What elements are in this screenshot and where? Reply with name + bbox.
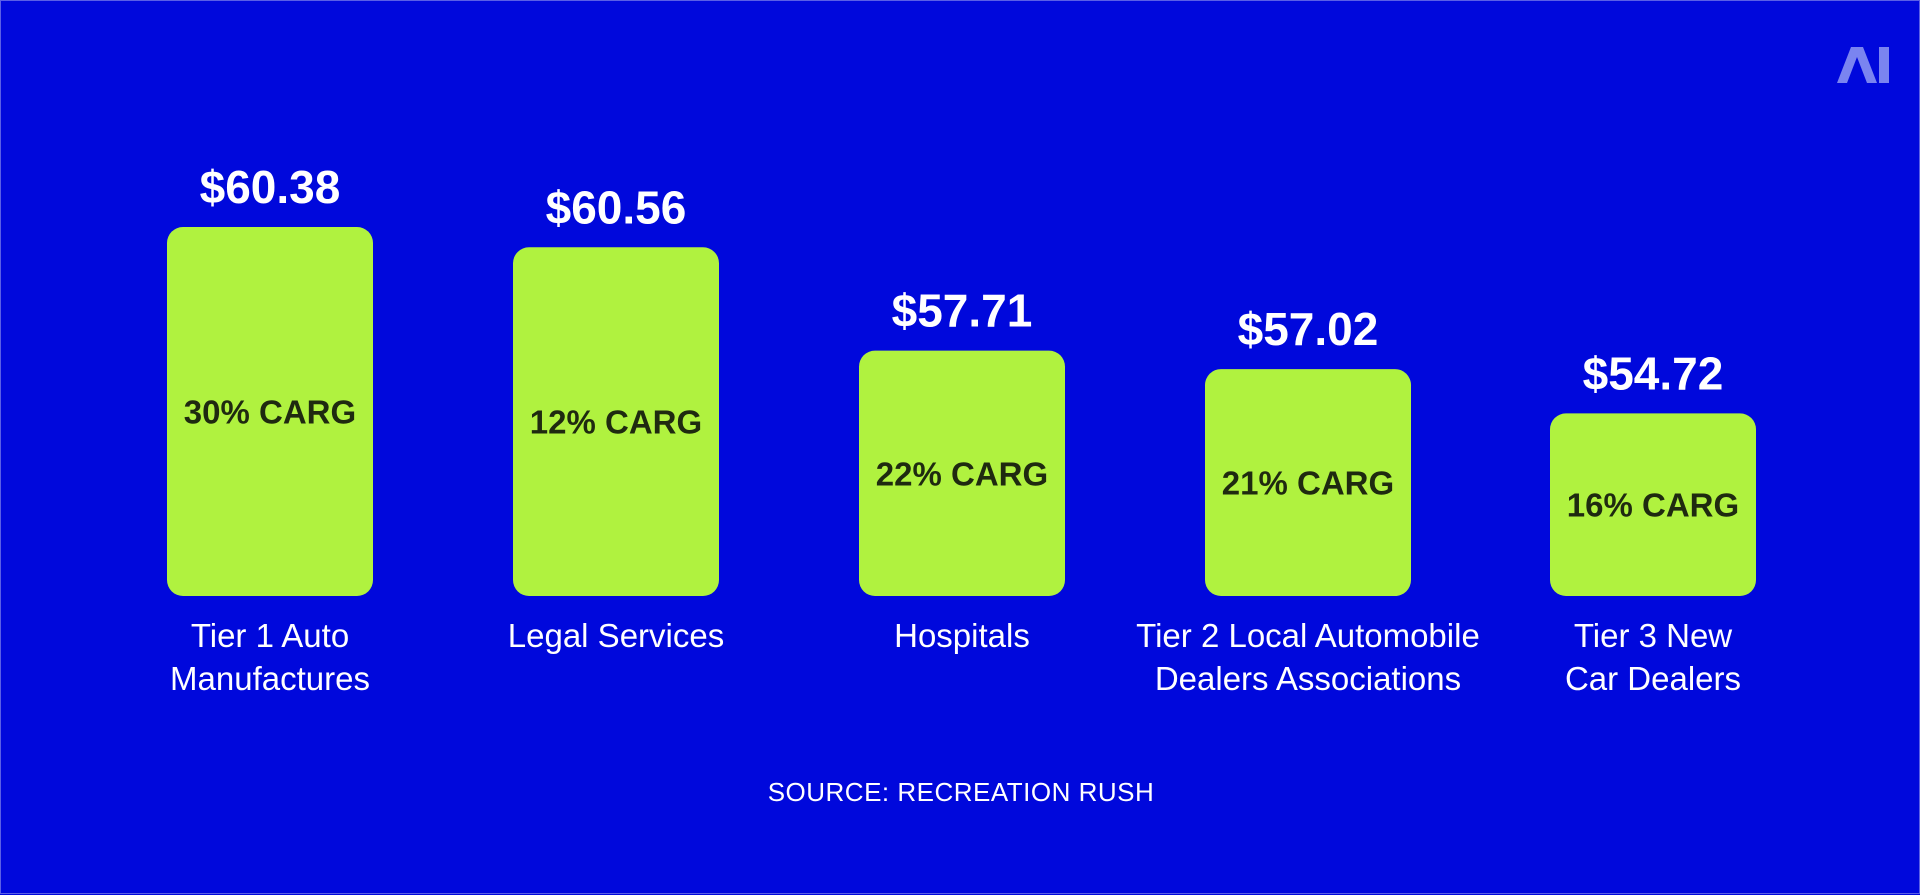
bar: [513, 247, 719, 597]
category-label: Tier 2 Local Automobile: [1136, 617, 1480, 654]
value-label: $60.56: [546, 181, 687, 233]
bar: [859, 350, 1065, 596]
bar: [1205, 369, 1411, 596]
category-label: Tier 1 Auto: [191, 617, 349, 654]
category-label: Car Dealers: [1565, 660, 1741, 697]
ai-logo-icon: [1837, 47, 1889, 83]
bar-label: 16% CARG: [1567, 487, 1739, 524]
value-label: $60.38: [200, 161, 341, 213]
bar-label: 22% CARG: [876, 455, 1048, 492]
source-caption: SOURCE: RECREATION RUSH: [767, 777, 1155, 807]
category-label: Dealers Associations: [1155, 660, 1461, 697]
value-label: $54.72: [1583, 347, 1724, 399]
category-label: Tier 3 New: [1574, 617, 1732, 654]
bar-label: 12% CARG: [530, 404, 702, 441]
bar: [167, 227, 373, 596]
value-label: $57.02: [1238, 303, 1379, 355]
category-label: Manufactures: [170, 660, 370, 697]
value-label: $57.71: [892, 285, 1033, 337]
bar-label: 21% CARG: [1222, 465, 1394, 502]
bar: [1550, 413, 1756, 596]
category-label: Legal Services: [508, 617, 724, 654]
bar-label: 30% CARG: [184, 394, 356, 431]
category-label: Hospitals: [894, 617, 1030, 654]
